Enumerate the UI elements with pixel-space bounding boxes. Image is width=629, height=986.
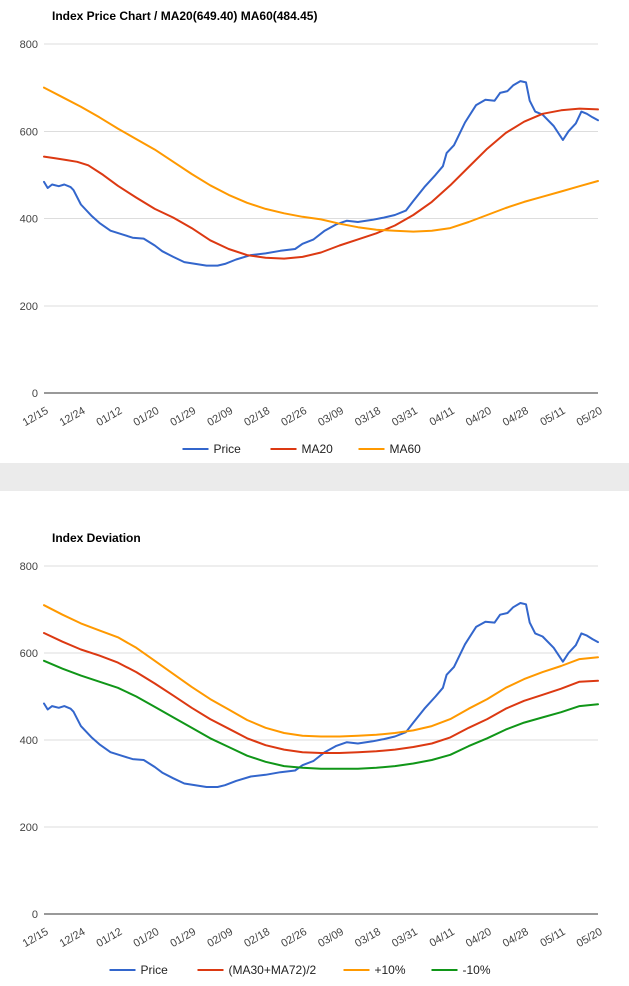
x-tick-label: 05/20 xyxy=(575,405,605,429)
legend-item-ma20: MA20 xyxy=(270,442,334,456)
x-tick-label: 03/18 xyxy=(353,405,383,429)
y-tick-label: 200 xyxy=(20,822,38,834)
legend: Price MA20 MA60 xyxy=(182,442,422,456)
x-tick-label: 04/20 xyxy=(464,926,494,950)
y-tick-label: 400 xyxy=(20,214,38,226)
legend-label: Price xyxy=(214,442,242,456)
x-tick-label: 05/11 xyxy=(538,926,567,950)
gridlines xyxy=(44,565,598,915)
legend-item-price: Price xyxy=(182,442,242,456)
deviation-chart-panel: Index Deviation 0 200 400 600 800 12/15 12/24 01… xyxy=(0,491,629,986)
x-tick-label: 03/09 xyxy=(316,926,346,950)
chart-separator xyxy=(0,463,629,491)
y-tick-label: 400 xyxy=(20,735,38,747)
legend-label: MA20 xyxy=(302,442,334,456)
x-tick-label: 04/11 xyxy=(428,405,457,429)
x-tick-label: 02/09 xyxy=(205,926,235,950)
series-line-ma20 xyxy=(43,107,599,260)
x-tick-label: 03/09 xyxy=(316,405,346,429)
legend-label: +10% xyxy=(375,963,406,977)
x-tick-label: 01/20 xyxy=(131,405,161,429)
x-tick-label: 01/12 xyxy=(95,926,125,950)
x-tick-label: 12/24 xyxy=(58,405,88,429)
x-tick-label: 12/15 xyxy=(21,405,51,429)
series-line-price xyxy=(43,80,599,267)
series-line-price xyxy=(43,602,599,788)
legend-label: (MA30+MA72)/2 xyxy=(229,963,317,977)
legend-item-ma30-ma72-2: (MA30+MA72)/2 xyxy=(197,963,317,977)
series-line-ma30-ma72-2 xyxy=(43,632,599,754)
price-chart: Index Price Chart / MA20(649.40) MA60(48… xyxy=(20,9,605,456)
series-line-10 xyxy=(43,659,599,770)
legend-label: Price xyxy=(141,963,169,977)
legend: Price (MA30+MA72)/2 +10% -10% xyxy=(109,963,491,977)
x-tick-label: 04/20 xyxy=(464,405,494,429)
series-line-ma60 xyxy=(43,86,599,233)
x-tick-label: 01/12 xyxy=(95,405,125,429)
x-tick-label: 03/31 xyxy=(390,926,420,950)
legend-item-price: Price xyxy=(109,963,169,977)
legend-item-10: +10% xyxy=(343,963,406,977)
x-tick-label: 01/29 xyxy=(168,405,198,429)
x-tick-label: 12/15 xyxy=(21,926,51,950)
x-tick-label: 02/26 xyxy=(279,926,309,950)
legend-label: -10% xyxy=(463,963,491,977)
x-tick-label: 03/31 xyxy=(390,405,420,429)
y-tick-label: 0 xyxy=(32,909,38,921)
x-tick-label: 05/11 xyxy=(538,405,567,429)
x-tick-label: 01/29 xyxy=(168,926,198,950)
x-tick-label: 02/18 xyxy=(242,405,272,429)
y-tick-label: 0 xyxy=(32,388,38,400)
y-tick-label: 800 xyxy=(20,561,38,573)
y-tick-label: 800 xyxy=(20,39,38,51)
legend-item-ma60: MA60 xyxy=(358,442,422,456)
deviation-chart: Index Deviation 0 200 400 600 800 12/15 12/24 01… xyxy=(20,531,605,977)
legend-item-10: -10% xyxy=(431,963,491,977)
x-tick-label: 03/18 xyxy=(353,926,383,950)
x-tick-label: 02/26 xyxy=(279,405,309,429)
legend-label: MA60 xyxy=(390,442,422,456)
y-tick-label: 600 xyxy=(20,648,38,660)
x-tick-label: 02/18 xyxy=(242,926,272,950)
chart-title: Index Deviation xyxy=(52,531,141,545)
x-tick-label: 02/09 xyxy=(205,405,235,429)
price-chart-panel: Index Price Chart / MA20(649.40) MA60(48… xyxy=(0,0,629,463)
x-tick-label: 12/24 xyxy=(58,926,88,950)
y-tick-label: 200 xyxy=(20,301,38,313)
x-tick-label: 04/28 xyxy=(501,405,531,429)
y-tick-label: 600 xyxy=(20,126,38,138)
series-line-10 xyxy=(43,604,599,738)
x-tick-label: 05/20 xyxy=(575,926,605,950)
chart-title: Index Price Chart / MA20(649.40) MA60(48… xyxy=(52,9,317,23)
x-tick-label: 04/11 xyxy=(428,926,457,950)
x-tick-label: 04/28 xyxy=(501,926,531,950)
x-tick-label: 01/20 xyxy=(131,926,161,950)
